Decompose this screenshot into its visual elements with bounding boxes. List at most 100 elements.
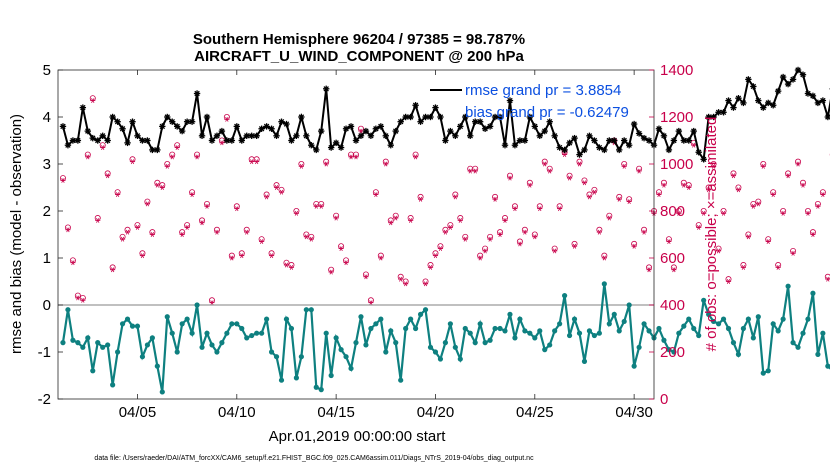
rmse-marker-stroke (273, 133, 280, 139)
bias-point (343, 354, 349, 360)
assimilated-obs-point (313, 203, 319, 209)
bias-point (413, 325, 419, 332)
assimilated-obs-point (725, 279, 732, 284)
assimilated-obs-point (591, 189, 597, 195)
assimilated-obs-stroke (299, 163, 304, 169)
rmse-marker-stroke (373, 126, 379, 132)
assimilated-obs-point (144, 201, 150, 207)
assimilated-obs-stroke (304, 234, 308, 240)
assimilated-obs-stroke (736, 187, 741, 193)
assimilated-obs-point (621, 163, 627, 169)
rmse-marker-stroke (527, 114, 533, 120)
rmse-marker-stroke (189, 118, 195, 125)
bias-point (571, 316, 578, 322)
bias-point (283, 316, 290, 322)
bias-point (338, 347, 344, 353)
assimilated-obs-stroke (662, 182, 666, 188)
bias-point (65, 307, 71, 313)
bias-point (159, 389, 165, 395)
assimilated-obs-stroke (130, 159, 135, 165)
assimilated-obs-stroke (478, 255, 482, 261)
rmse-point (323, 85, 330, 92)
assimilated-obs-point (224, 116, 230, 122)
bias-point (730, 340, 737, 346)
assimilated-obs-stroke (145, 201, 150, 207)
assimilated-obs-stroke (657, 192, 661, 198)
assimilated-obs-stroke (294, 210, 299, 216)
assimilated-obs-stroke (175, 145, 179, 151)
assimilated-obs-point (129, 159, 136, 165)
assimilated-obs-stroke (448, 224, 453, 230)
rmse-marker-stroke (795, 67, 801, 73)
assimilated-obs-point (750, 203, 756, 209)
assimilated-obs-point (581, 180, 588, 186)
assimilated-obs-point (745, 234, 751, 240)
assimilated-obs-stroke (642, 229, 646, 235)
bias-point (85, 335, 91, 341)
rmse-point (690, 127, 697, 135)
assimilated-obs-point (393, 215, 399, 221)
assimilated-obs-stroke (205, 203, 209, 209)
rmse-marker-stroke (104, 137, 111, 144)
assimilated-obs-point (646, 267, 652, 273)
bias-point (661, 337, 667, 343)
bias-point (656, 325, 662, 332)
bias-point (666, 347, 672, 353)
assimilated-obs-stroke (667, 239, 671, 245)
assimilated-obs-stroke (150, 232, 155, 237)
assimilated-obs-stroke (483, 248, 487, 254)
rmse-point (536, 132, 543, 139)
rmse-point (432, 104, 439, 111)
rmse-marker-stroke (209, 137, 215, 144)
bias-point (696, 332, 702, 339)
rmse-point (417, 118, 424, 125)
assimilated-obs-point (80, 297, 86, 303)
rmse-point (824, 113, 830, 121)
plot-area (57, 66, 830, 400)
assimilated-obs-point (815, 203, 821, 209)
assimilated-obs-point (328, 269, 334, 275)
assimilated-obs-stroke (711, 163, 716, 169)
bias-point (566, 332, 573, 339)
rmse-point (770, 102, 777, 109)
assimilated-obs-stroke (269, 253, 274, 259)
y-tick-label: 5 (43, 62, 51, 79)
assimilated-obs-stroke (761, 163, 765, 169)
assimilated-obs-stroke (66, 227, 70, 233)
assimilated-obs-stroke (562, 152, 567, 158)
assimilated-obs-stroke (110, 267, 115, 273)
rmse-marker-stroke (234, 123, 240, 130)
rmse-point (129, 118, 136, 125)
legend-bias: bias grand pr = -0.62479 (465, 104, 629, 121)
bias-point (800, 330, 806, 336)
rmse-marker-stroke (636, 130, 642, 137)
rmse-point (387, 142, 394, 149)
assimilated-obs-stroke (245, 229, 249, 235)
bias-point (119, 321, 126, 327)
bias-point (795, 344, 801, 350)
rmse-point (467, 132, 474, 139)
rmse-point (382, 132, 389, 139)
assimilated-obs-stroke (334, 215, 338, 221)
bias-point (209, 342, 215, 348)
rmse-marker-stroke (383, 133, 389, 139)
bias-point (820, 330, 826, 336)
rmse-marker-stroke (343, 126, 349, 132)
rmse-point (188, 118, 196, 125)
bias-point (527, 330, 533, 336)
rmse-marker-stroke (462, 114, 468, 120)
rmse-point (784, 80, 792, 88)
rmse-marker-stroke (581, 147, 588, 153)
assimilated-obs-point (234, 206, 240, 212)
rmse-point (268, 125, 275, 132)
assimilated-obs-stroke (359, 128, 363, 134)
bias-point (184, 316, 190, 322)
assimilated-obs-stroke (731, 173, 736, 179)
assimilated-obs-point (95, 217, 101, 223)
rmse-marker-stroke (810, 93, 816, 99)
assimilated-obs-stroke (647, 267, 651, 273)
assimilated-obs-point (497, 232, 503, 237)
assimilated-obs-point (442, 229, 448, 235)
assimilated-obs-point (363, 274, 369, 280)
rmse-point (59, 123, 67, 130)
